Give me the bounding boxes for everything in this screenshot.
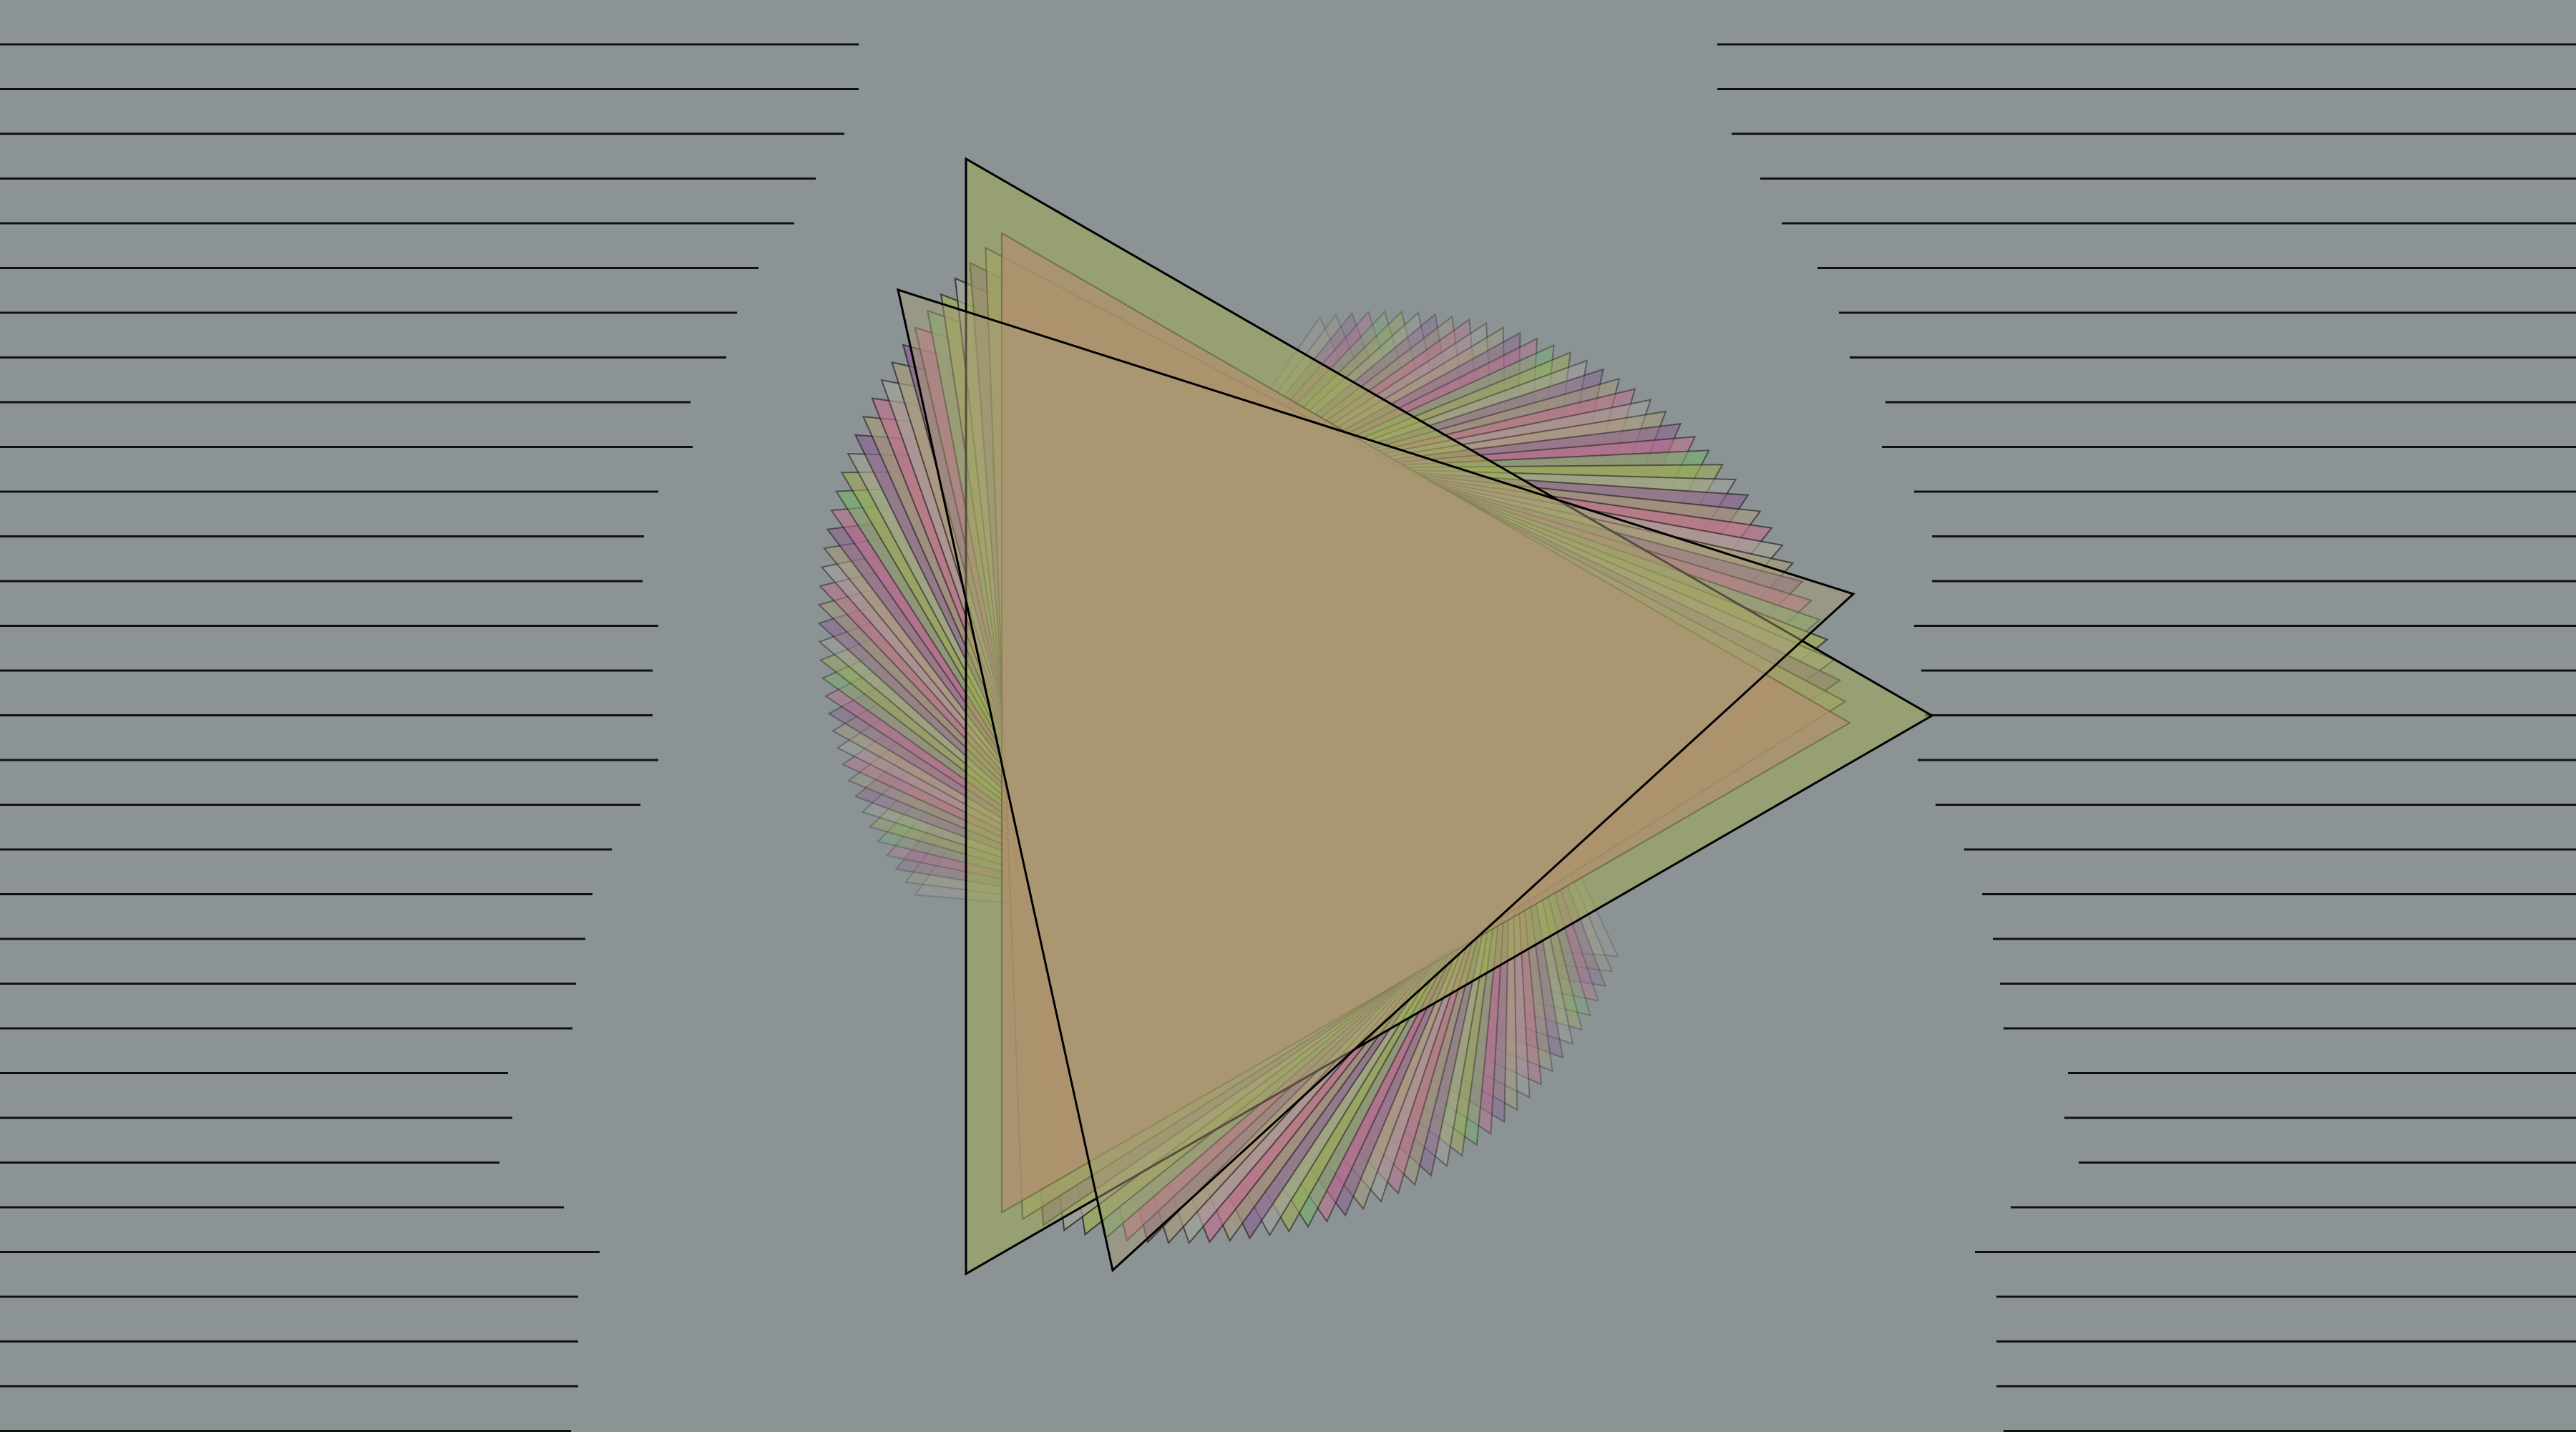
front-triangles [896, 157, 1935, 1276]
right-stripe-group [1717, 43, 2576, 1432]
left-stripe-group [0, 43, 859, 1432]
front-triangle [896, 288, 1855, 1272]
